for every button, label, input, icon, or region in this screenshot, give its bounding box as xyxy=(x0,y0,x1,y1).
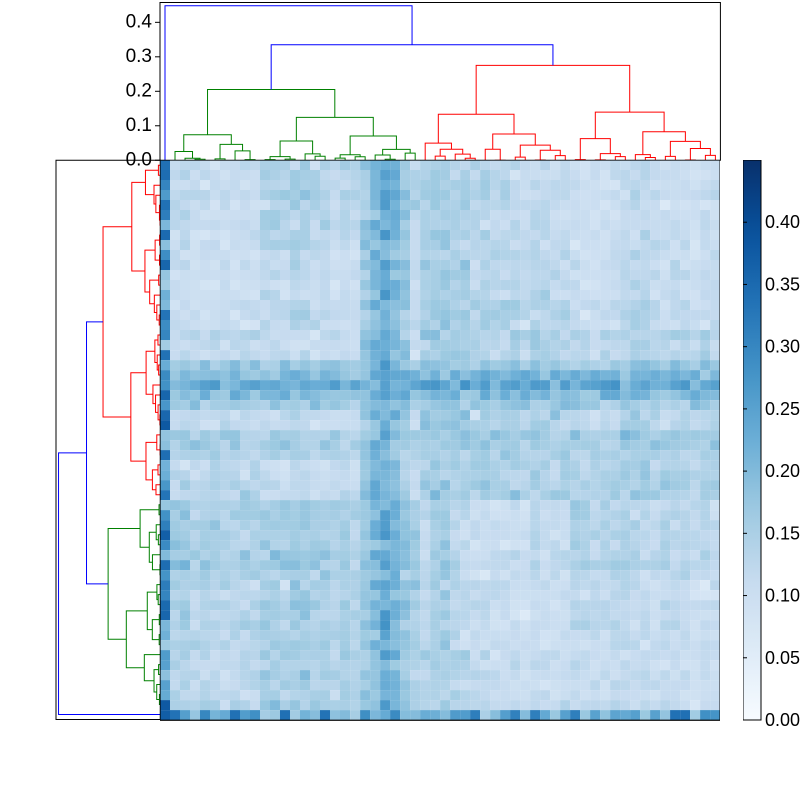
svg-text:0.15: 0.15 xyxy=(765,524,800,544)
svg-text:0.20: 0.20 xyxy=(765,462,800,482)
svg-text:0.00: 0.00 xyxy=(765,710,800,730)
svg-text:0.35: 0.35 xyxy=(765,275,800,295)
svg-text:0.30: 0.30 xyxy=(765,337,800,357)
svg-text:0.05: 0.05 xyxy=(765,648,800,668)
svg-text:0.10: 0.10 xyxy=(765,586,800,606)
svg-text:0.25: 0.25 xyxy=(765,399,800,419)
svg-text:0.40: 0.40 xyxy=(765,213,800,233)
